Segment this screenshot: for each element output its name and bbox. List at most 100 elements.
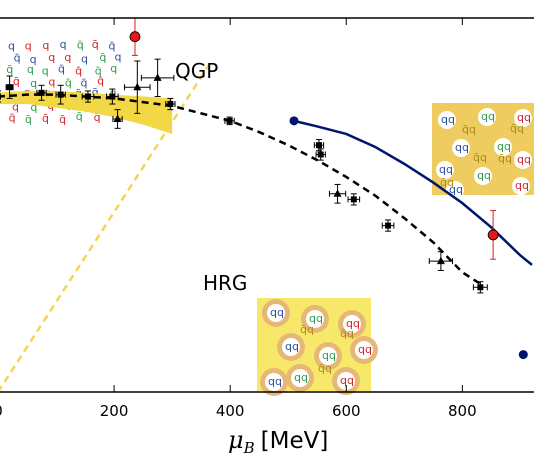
quark-glyph: qq (322, 349, 336, 362)
crossover-band (0, 90, 173, 134)
pair-circle (494, 138, 512, 156)
triangle-marker (133, 82, 142, 91)
curves-layer (0, 58, 533, 392)
square-marker (317, 151, 324, 158)
square-data-point (347, 193, 361, 206)
curve-endpoint-marker (289, 116, 299, 126)
solid-transition-curve (293, 119, 533, 266)
hadron-core (337, 372, 355, 390)
square-data-point (224, 116, 235, 126)
circle-marker (487, 229, 499, 241)
triangle-marker (436, 256, 445, 265)
quark-glyph: qq (294, 371, 308, 384)
square-marker (84, 93, 91, 100)
triangle-marker (113, 114, 122, 122)
x-tick-label: 800 (448, 402, 477, 420)
square-marker (109, 93, 116, 100)
antiquark-glyph: q̄ (76, 110, 83, 123)
triangle-data-point (112, 109, 123, 129)
antiquark-glyph: q̄ (95, 65, 102, 78)
antiquark-glyph: q̄ (77, 38, 84, 51)
antiquark-glyph: q̄ (30, 101, 37, 114)
hadron-core (265, 373, 283, 391)
antiquark-glyph: q̄ (42, 112, 49, 125)
quark-glyph: qq (515, 179, 529, 192)
quark-glyph: qq (477, 169, 491, 182)
triangle-data-point (328, 183, 347, 204)
square-data-point (36, 84, 47, 101)
quark-glyph: qq (346, 317, 360, 330)
square-marker (167, 101, 174, 108)
square-data-point (315, 148, 326, 161)
quark-glyph: q (48, 75, 55, 88)
curve-endpoint-marker (518, 350, 528, 360)
antiquark-glyph: q̄ (25, 113, 32, 126)
pair-circle (452, 139, 470, 157)
quark-glyph: qq (358, 343, 372, 356)
hadron-core (291, 369, 309, 387)
square-data-point (81, 90, 95, 103)
antiquark-glyph: q̄ (6, 63, 13, 76)
square-data-point (55, 84, 66, 105)
pair-circle (474, 167, 492, 185)
region-label-hrg: HRG (203, 271, 247, 295)
quark-glyph: q (81, 53, 88, 66)
x-tick-label: 0 (0, 402, 3, 420)
pair-circle (512, 177, 530, 195)
antiquark-glyph: q̄q (510, 122, 524, 135)
antiquark-glyph: q̄ (97, 74, 104, 87)
square-data-point (5, 75, 14, 99)
quark-glyph: q (115, 51, 122, 64)
antiquark-glyph: q̄q (462, 123, 476, 136)
square-marker (350, 196, 357, 203)
square-marker (226, 117, 233, 124)
antiquark-glyph: q̄ (108, 39, 115, 52)
quark-glyph: qq (497, 140, 511, 153)
antiquark-glyph: q̄ (75, 64, 82, 77)
x-axis-subscript: B (243, 439, 255, 457)
pair-circle (436, 161, 454, 179)
antiquark-glyph: q̄ (13, 75, 20, 88)
antiquark-glyph: q̄ (59, 113, 66, 126)
pair-circle (478, 108, 496, 126)
antiquark-glyph: q̄ (94, 111, 101, 124)
antiquark-glyph: q̄ (65, 77, 72, 90)
quark-glyph: q (8, 40, 15, 53)
x-axis-unit: [MeV] (261, 428, 329, 454)
square-data-point (106, 88, 119, 105)
quark-glyph: q (110, 86, 117, 99)
x-tick-label: 200 (100, 402, 129, 420)
illustration-insets: q q q q q̄ q̄ q̄q̄ q q q q q̄ qq̄ q q q̄ q̄ q̄ qq̄ q q q̄ q̄ q̄… (6, 38, 534, 396)
quark-glyph: qq (285, 340, 299, 353)
triangle-data-point (140, 58, 175, 98)
quark-glyph: qq (270, 306, 284, 319)
antiquark-glyph: q̄q (473, 151, 487, 164)
square-marker (385, 222, 392, 229)
quark-glyph: qq (439, 163, 453, 176)
square-marker (315, 142, 322, 149)
hadron-core (343, 315, 361, 333)
square-marker (477, 284, 484, 291)
quark-glyph: qq (309, 312, 323, 325)
triangle-marker (333, 189, 342, 197)
quark-glyph: q (110, 62, 117, 75)
quark-glyph: qq (517, 153, 531, 166)
x-tick-label: 400 (216, 402, 245, 420)
quark-glyph: qq (441, 113, 455, 126)
square-data-point (472, 281, 488, 294)
freeze-out-dashed-curve (0, 93, 481, 285)
triangle-data-point (428, 251, 453, 271)
region-label-qgp: QGP (175, 59, 218, 83)
hadron-core (355, 341, 373, 359)
hadron-core (306, 310, 324, 328)
quark-glyph: qq (268, 375, 282, 388)
x-axis-title: μB [MeV] (228, 426, 328, 457)
square-data-point (381, 219, 395, 232)
labels-layer: 0 200 400 600 800 QGP HRG μB [MeV] (0, 59, 477, 457)
x-axis-symbol: μ (228, 426, 244, 454)
quark-glyph: q (48, 51, 55, 64)
hadron-core (319, 347, 337, 365)
square-marker (38, 89, 45, 96)
quark-glyph: qq (449, 183, 463, 196)
